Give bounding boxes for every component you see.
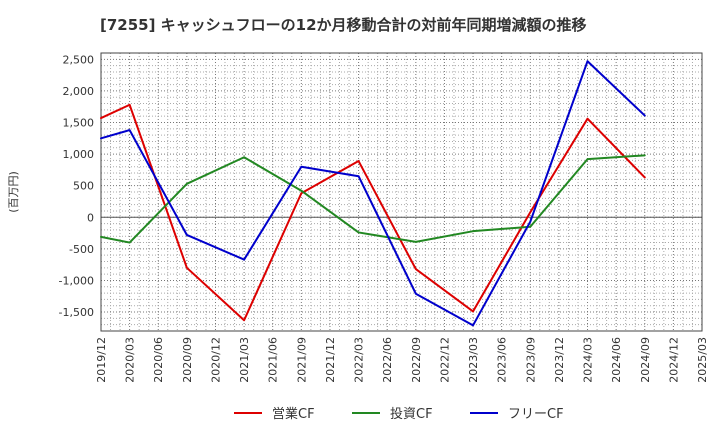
x-tick-label: 2025/03 (696, 337, 709, 383)
y-tick-label: 2,000 (63, 85, 95, 98)
y-tick-label: -500 (69, 243, 94, 256)
x-tick-label: 2021/09 (295, 337, 308, 383)
x-tick-label: 2023/06 (496, 337, 509, 383)
plot-frame (100, 52, 703, 332)
x-tick-label: 2020/09 (181, 337, 194, 383)
y-tick-label: 0 (87, 211, 94, 224)
x-tick-label: 2019/12 (95, 337, 108, 383)
x-tick-label: 2020/12 (209, 337, 222, 383)
series-layer (100, 60, 646, 327)
x-tick-label: 2021/12 (324, 337, 337, 383)
x-tick-label: 2024/03 (582, 337, 595, 383)
legend-label: フリーCF (508, 407, 564, 422)
y-tick-label: 2,500 (63, 53, 95, 66)
y-tick-label: -1,500 (59, 306, 94, 319)
series-line (100, 60, 646, 327)
series-line (100, 103, 646, 322)
x-tick-label: 2024/09 (639, 337, 652, 383)
axis-layer: -1,500 -1,000 -500 0 500 1,000 1,500 2,000 2,500… (7, 52, 709, 383)
x-tick-label: 2023/12 (553, 337, 566, 383)
x-tick-label: 2022/06 (381, 337, 394, 383)
series-line (100, 154, 646, 244)
grid-layer (100, 52, 703, 332)
x-tick-label: 2023/03 (467, 337, 480, 383)
y-tick-label: -1,000 (59, 274, 94, 287)
x-tick-label: 2022/03 (353, 337, 366, 383)
x-tick-label: 2021/06 (267, 337, 280, 383)
x-tick-label: 2024/12 (667, 337, 680, 383)
chart-title: [7255] キャッシュフローの12か月移動合計の対前年同期増減額の推移 (100, 16, 587, 34)
y-axis-label: (百万円) (7, 171, 20, 213)
legend-label: 投資CF (390, 406, 433, 422)
x-tick-label: 2022/12 (438, 337, 451, 383)
x-tick-label: 2020/03 (124, 337, 137, 383)
y-tick-label: 1,000 (63, 148, 95, 161)
x-tick-label: 2020/06 (152, 337, 165, 383)
legend-label: 営業CF (272, 406, 315, 422)
x-tick-label: 2022/09 (410, 337, 423, 383)
x-tick-label: 2024/06 (610, 337, 623, 383)
x-tick-label: 2023/09 (524, 337, 537, 383)
y-tick-label: 1,500 (63, 117, 95, 130)
legend: 営業CF 投資CF フリーCF (234, 406, 564, 422)
x-tick-label: 2021/03 (238, 337, 251, 383)
y-tick-label: 500 (73, 180, 94, 193)
